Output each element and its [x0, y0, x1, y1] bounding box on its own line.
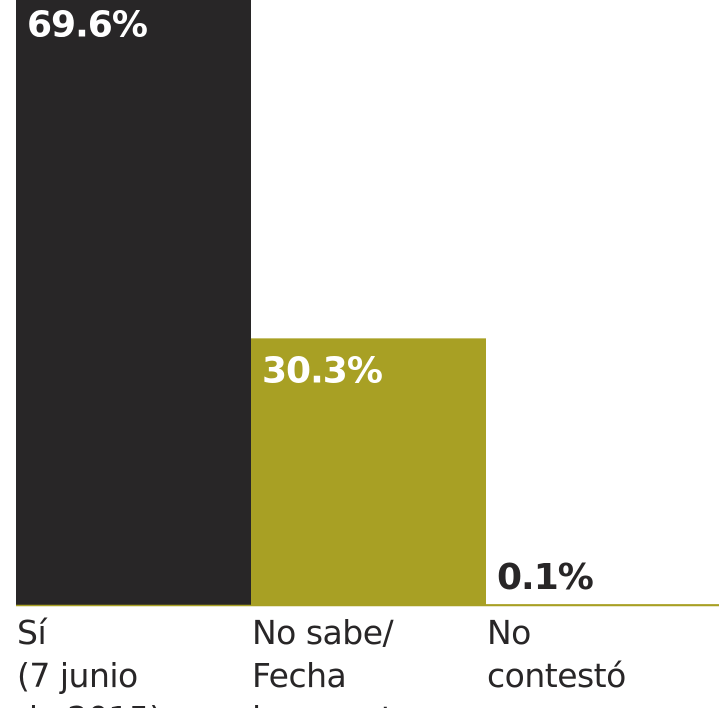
category-label-3: No contestó [487, 613, 626, 695]
value-label-3: 0.1% [497, 557, 593, 598]
value-label-2: 30.3% [262, 350, 382, 391]
category-label-2: No sabe/Fecha incorrecta [252, 613, 413, 708]
category-label-line: No [487, 613, 531, 652]
category-label-line: Sí [17, 613, 48, 652]
value-labels: 69.6% 30.3% 0.1% [27, 5, 594, 598]
category-label-line: Fecha [252, 656, 346, 695]
category-labels: Sí (7 junio de 2015) No sabe/Fecha incorrect… [17, 613, 626, 708]
category-label-1: Sí (7 junio de 2015) [17, 613, 162, 708]
category-label-line: No sabe/ [252, 613, 395, 652]
category-label-line: (7 junio [17, 656, 138, 695]
category-label-line: incorrecta [252, 699, 413, 708]
category-label-line: contestó [487, 656, 626, 695]
value-label-1: 69.6% [27, 5, 147, 46]
bar-3 [486, 604, 719, 605]
bars [16, 0, 719, 605]
bar-2 [251, 338, 486, 605]
bar-1 [16, 0, 251, 605]
category-label-line: de 2015) [17, 699, 162, 708]
